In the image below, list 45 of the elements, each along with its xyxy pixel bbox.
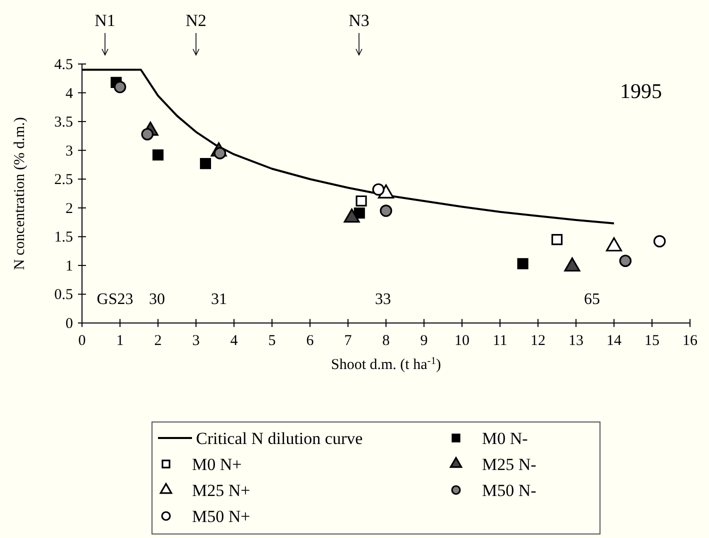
annotation: 1995 bbox=[620, 79, 662, 103]
annotation: 33 bbox=[375, 291, 391, 308]
x-tick-label: 9 bbox=[420, 333, 428, 349]
legend-label: M50 N+ bbox=[192, 507, 250, 526]
x-tick-label: 10 bbox=[454, 333, 470, 349]
legend-label: M50 N- bbox=[482, 481, 537, 500]
x-tick-label: 11 bbox=[492, 333, 508, 349]
annotation: 30 bbox=[149, 291, 165, 308]
legend-label: M0 N+ bbox=[192, 455, 242, 474]
legend-label: M25 N+ bbox=[192, 481, 250, 500]
x-tick-label: 8 bbox=[382, 333, 390, 349]
y-tick-label: 0.5 bbox=[54, 287, 73, 304]
x-tick-label: 3 bbox=[192, 333, 200, 349]
x-tick-label: 13 bbox=[568, 333, 584, 349]
x-tick-label: 2 bbox=[154, 333, 162, 349]
x-tick-label: 7 bbox=[344, 333, 352, 349]
annotation: 65 bbox=[584, 291, 600, 308]
x-tick-label: 12 bbox=[530, 333, 546, 349]
y-tick-label: 1.5 bbox=[54, 230, 73, 246]
x-tick-label: 6 bbox=[306, 333, 314, 349]
y-tick-label: 2 bbox=[66, 200, 73, 217]
y-tick-label: 4.5 bbox=[54, 57, 73, 73]
y-tick-label: 4 bbox=[66, 86, 74, 102]
x-tick-label: 1 bbox=[116, 333, 124, 349]
legend-label: Critical N dilution curve bbox=[196, 429, 363, 448]
x-tick-label: 16 bbox=[682, 333, 698, 349]
y-tick-label: 3 bbox=[66, 143, 73, 160]
y-tick-label: 0 bbox=[66, 316, 73, 332]
x-tick-label: 0 bbox=[78, 333, 86, 349]
y-axis-title: N concentration (% d.m.) bbox=[12, 117, 28, 270]
text: N2 bbox=[186, 11, 206, 30]
annotation: GS23 bbox=[96, 291, 134, 308]
x-axis-title: Shoot d.m. (t ha$^{-1}$) bbox=[331, 356, 441, 373]
x-tick-label: 4 bbox=[230, 333, 238, 349]
x-tick-label: 14 bbox=[606, 333, 622, 349]
x-tick-label: 5 bbox=[268, 333, 276, 349]
y-tick-label: 2.5 bbox=[54, 172, 73, 188]
legend-label: M25 N- bbox=[482, 455, 537, 474]
text: N1 bbox=[94, 11, 116, 30]
x-tick-label: 15 bbox=[644, 333, 660, 349]
legend-label: M0 N- bbox=[482, 429, 528, 448]
y-tick-label: 3.5 bbox=[54, 114, 73, 131]
text: N3 bbox=[348, 11, 370, 30]
y-tick-label: 1 bbox=[66, 258, 73, 274]
annotation: 31 bbox=[211, 291, 227, 308]
